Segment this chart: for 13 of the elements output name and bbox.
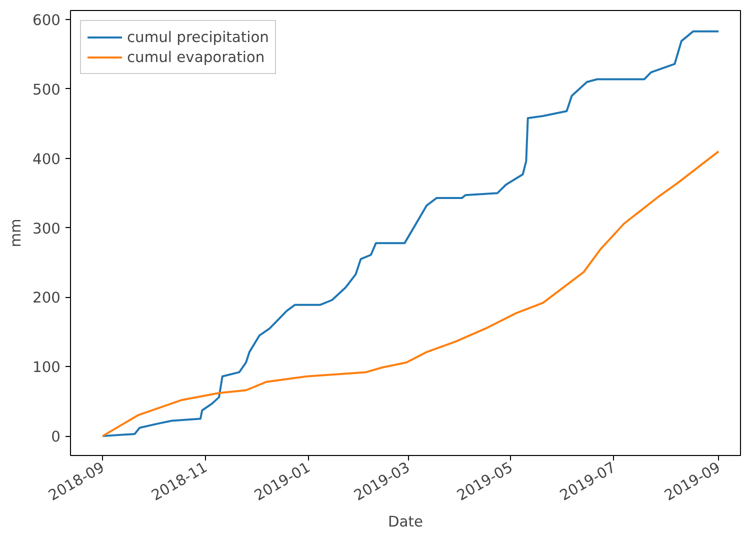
y-tick-label: 600 <box>32 12 61 30</box>
y-tick-label: 300 <box>32 220 61 238</box>
y-tick-label: 0 <box>51 428 61 446</box>
legend-label: cumul evaporation <box>127 48 265 66</box>
y-tick-label: 200 <box>32 290 61 307</box>
y-axis-title: mm <box>8 218 25 248</box>
y-tick-label: 400 <box>32 150 61 168</box>
y-tick-label: 100 <box>32 359 61 376</box>
x-axis-title: Date <box>388 514 424 531</box>
line-series <box>102 150 720 438</box>
y-tick-label: 500 <box>32 81 61 98</box>
legend-label: cumul precipitation <box>127 28 269 46</box>
line-series <box>102 30 720 438</box>
